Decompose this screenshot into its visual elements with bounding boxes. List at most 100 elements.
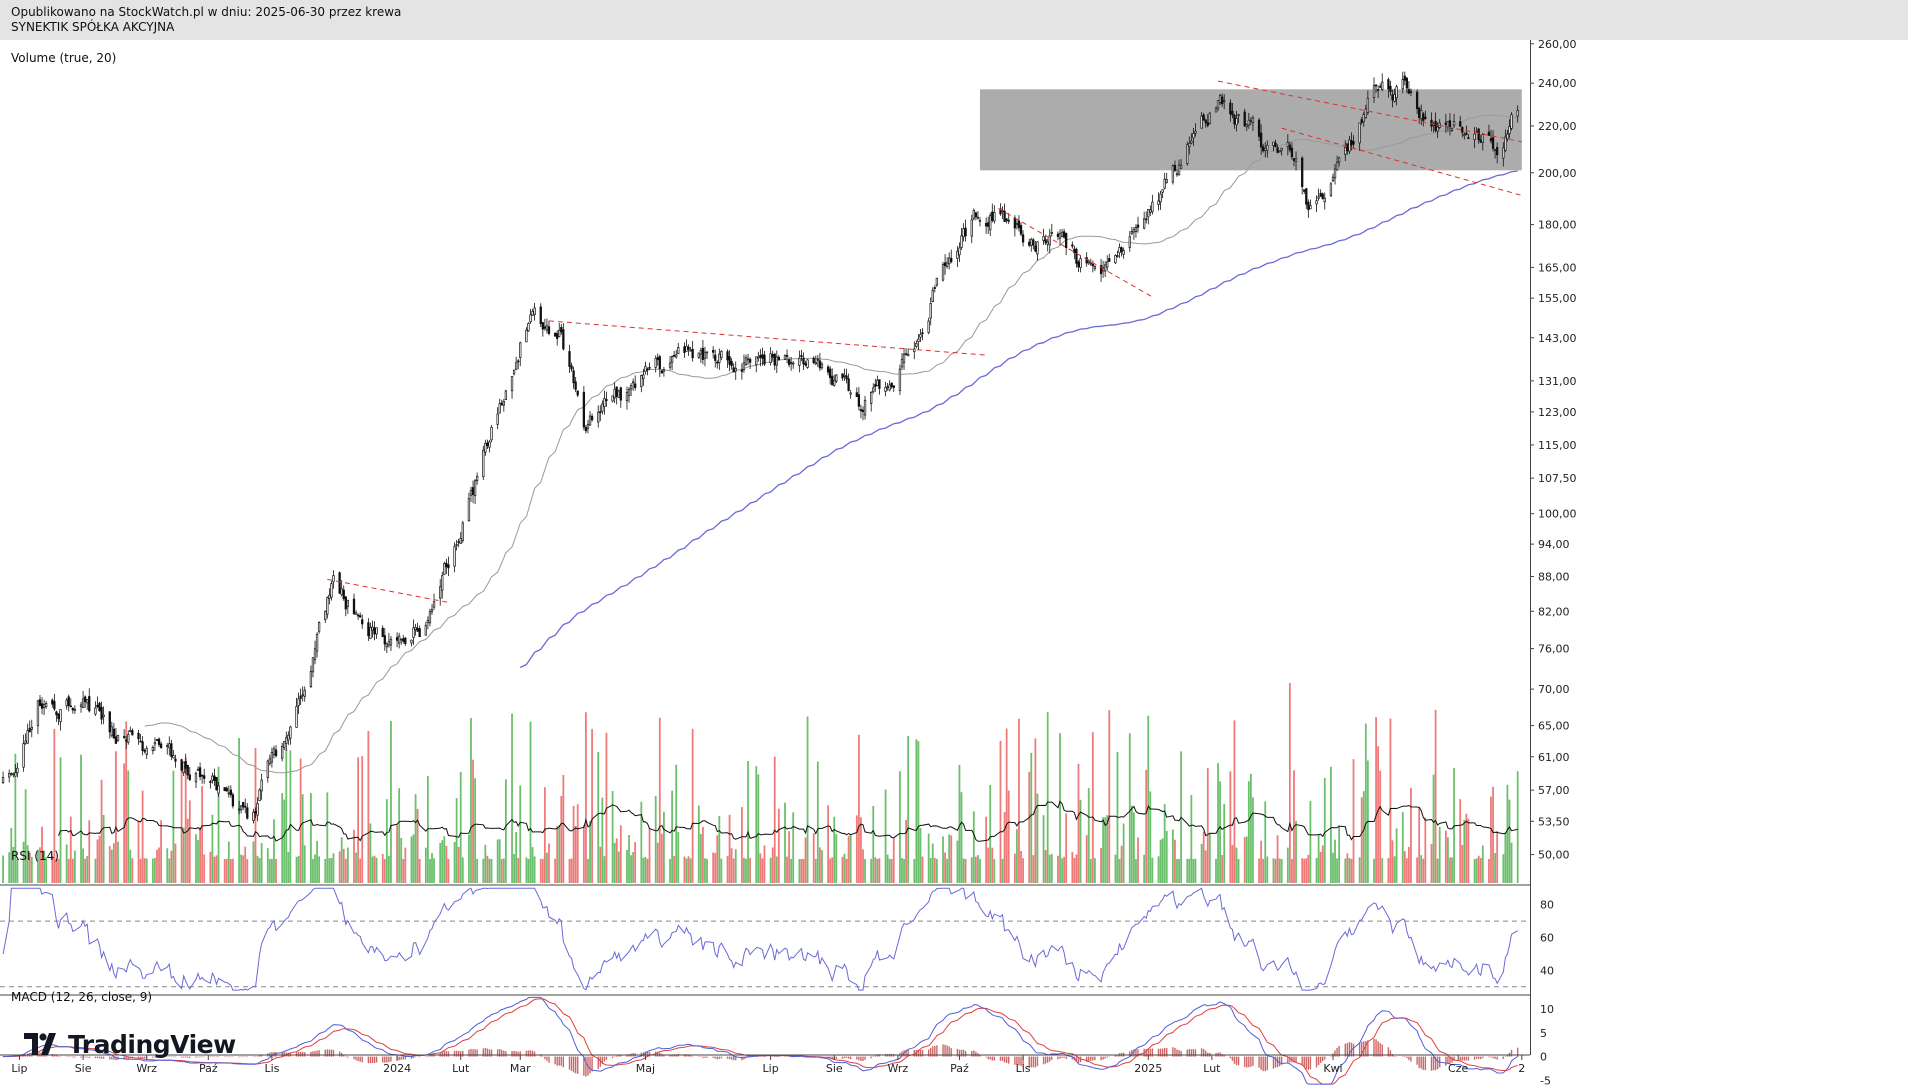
candle-body [467, 498, 471, 521]
volume-bar [1231, 845, 1234, 883]
trendline[interactable] [327, 578, 449, 603]
candle-body [98, 702, 101, 711]
macd-histogram-bar [687, 1054, 690, 1057]
macd-histogram-bar [730, 1056, 733, 1060]
macd-histogram-bar [1106, 1056, 1108, 1058]
sma-200-line [519, 170, 1518, 669]
candle-body [1391, 94, 1394, 101]
candle-body [112, 728, 116, 739]
macd-histogram-bar [872, 1056, 874, 1058]
macd-histogram-bar [554, 1056, 556, 1065]
macd-histogram-bar [445, 1051, 448, 1057]
macd-histogram-bar [209, 1056, 212, 1058]
candle-body [775, 356, 778, 366]
macd-histogram-bar [326, 1049, 329, 1057]
candle-body [301, 694, 304, 697]
macd-histogram-bar [1482, 1056, 1484, 1059]
volume-bar [297, 855, 300, 883]
macd-histogram-bar [1516, 1047, 1519, 1057]
candle-body [820, 363, 824, 369]
candle-body [859, 409, 863, 412]
candle-body [978, 219, 982, 222]
macd-histogram-bar [905, 1049, 907, 1057]
macd-histogram-bar [1322, 1056, 1324, 1062]
volume-bar [718, 815, 721, 883]
candle-body [613, 388, 616, 399]
volume-bar [1334, 839, 1336, 883]
macd-histogram-bar [800, 1056, 803, 1058]
macd-histogram-bar [726, 1056, 729, 1059]
volume-bar [993, 858, 996, 883]
price-candles [1, 71, 1519, 824]
macd-histogram-bar [304, 1052, 306, 1057]
volume-bar [519, 785, 522, 883]
tradingview-icon [24, 1033, 56, 1055]
volume-bar [1077, 763, 1080, 883]
macd-histogram-bar [318, 1050, 320, 1057]
macd-histogram-bar [59, 1056, 62, 1058]
candle-body [270, 751, 274, 763]
volume-bar [1122, 823, 1125, 883]
candle-body [541, 322, 544, 330]
volume-bar [648, 828, 651, 883]
candle-body [1157, 200, 1160, 205]
candle-body [424, 624, 427, 636]
candle-body [691, 348, 694, 359]
macd-histogram-bar [1408, 1056, 1410, 1061]
volume-bar [1219, 781, 1221, 883]
volume-bar [613, 842, 616, 883]
candle-body [716, 361, 719, 364]
macd-histogram-bar [669, 1054, 671, 1057]
volume-bar [771, 847, 774, 883]
volume-bar [1364, 723, 1367, 883]
volume-bar [989, 784, 992, 883]
macd-histogram-bar [1003, 1056, 1006, 1063]
macd-histogram-bar [548, 1056, 550, 1063]
volume-bar [669, 858, 671, 883]
trendline[interactable] [998, 208, 1155, 299]
macd-histogram-bar [1188, 1049, 1191, 1057]
volume-bar [962, 858, 965, 883]
candle-body [1459, 121, 1462, 127]
macd-histogram-bar [455, 1050, 458, 1057]
volume-bar [203, 854, 206, 883]
macd-histogram-bar [1480, 1056, 1482, 1060]
candle-body [1147, 209, 1150, 218]
candle-body [38, 699, 42, 707]
tradingview-logo[interactable]: TradingView [24, 1027, 236, 1061]
macd-histogram-bar [1075, 1056, 1078, 1062]
candle-body [831, 375, 834, 386]
candle-body [668, 362, 672, 368]
trendline[interactable] [1281, 127, 1522, 196]
volume-bar [818, 847, 821, 883]
resistance-zone [979, 89, 1522, 171]
candle-body [601, 403, 604, 412]
volume-bar [757, 774, 760, 883]
volume-bar [1510, 842, 1513, 883]
candle-body [683, 346, 686, 353]
candle-body [239, 805, 243, 811]
candle-body [439, 586, 442, 599]
candle-body [792, 362, 795, 365]
candle-body [755, 356, 758, 366]
candle-body [1286, 142, 1289, 147]
candle-body [502, 400, 505, 406]
volume-bar [252, 841, 255, 883]
volume-bar [303, 845, 306, 883]
macd-histogram-bar [1324, 1056, 1326, 1060]
candle-body [558, 329, 561, 337]
candle-body [385, 643, 388, 648]
volume-bar [402, 858, 405, 883]
volume-bar [326, 792, 329, 883]
trendline[interactable] [1217, 80, 1522, 143]
trendline[interactable] [548, 320, 989, 356]
volume-bar [1451, 857, 1453, 883]
candle-body [843, 374, 846, 377]
candle-body [1245, 124, 1248, 128]
candle-body [857, 394, 861, 407]
macd-histogram-bar [199, 1056, 201, 1058]
volume-bar [115, 751, 117, 883]
volume-bar [697, 805, 700, 883]
volume-bar [229, 858, 232, 883]
